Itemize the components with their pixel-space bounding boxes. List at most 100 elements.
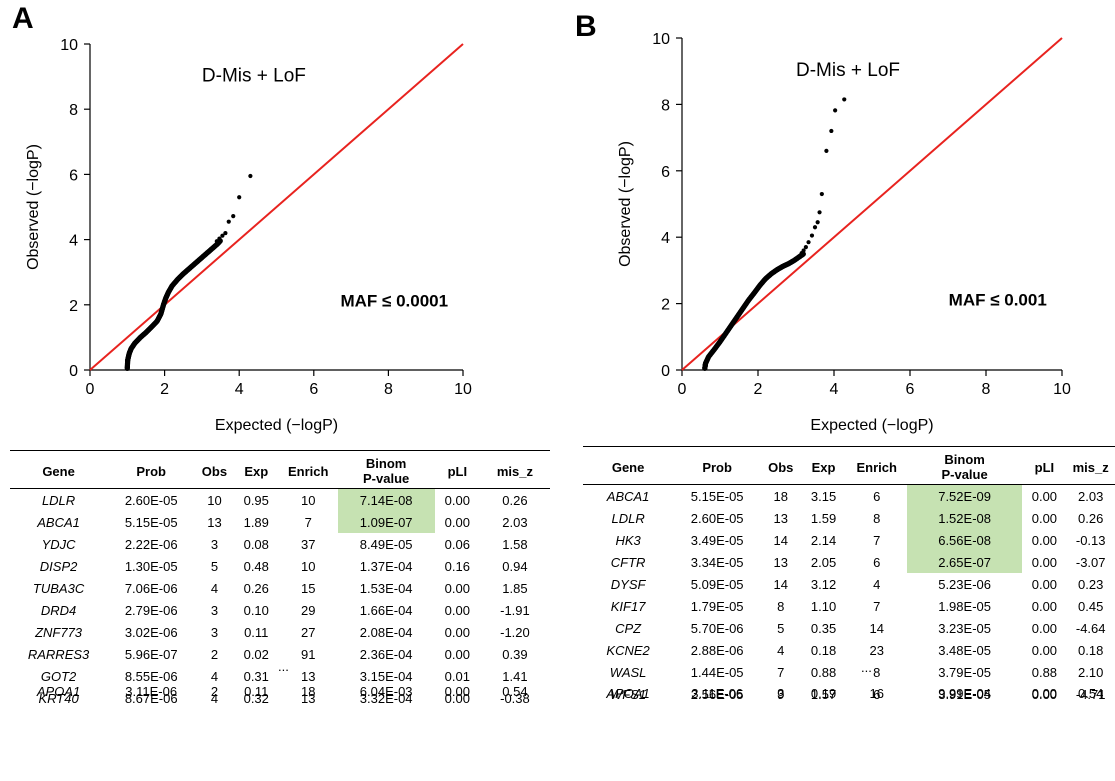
- table-cell: 27: [300, 624, 316, 640]
- table-cell: LDLR: [611, 510, 645, 526]
- table-cell: 0.00: [444, 646, 470, 662]
- qq-plot-b: 0 2 4 6 8 10 0 2 4 6 8 10 Expected (−logP) Observed (…: [617, 31, 1071, 434]
- table-cell: 1.53E-04: [359, 580, 413, 596]
- y-tick-label: 6: [661, 164, 670, 181]
- table-cell: ABCA1: [37, 514, 80, 530]
- table-cell: 2.79E-06: [124, 602, 178, 618]
- table-cell: 1.58: [502, 536, 528, 552]
- table-row: YDJC 2.22E-06 3 0.08 37 8.49E-05 0.06 1.58: [10, 533, 550, 555]
- table-cell: 5: [210, 558, 219, 574]
- table-row: TUBA3C 7.06E-06 4 0.26 15 1.53E-04 0.00 1.85: [10, 577, 550, 599]
- table-cell: 1.89: [243, 514, 269, 530]
- table-cell: 3: [210, 602, 219, 618]
- y-axis-label: Observed (−logP): [617, 141, 634, 267]
- reference-line: [681, 37, 1063, 371]
- table-cell: 1.37E-04: [359, 558, 413, 574]
- table-cell: 0.18: [810, 642, 837, 658]
- table-cell: 0.00: [1031, 598, 1058, 614]
- table-body: ABCA1 5.15E-05 18 3.15 6 7.52E-09 0.00 2.03 LDLR…: [583, 484, 1115, 706]
- table-header-cell: Prob: [136, 463, 166, 479]
- panel-label: B: [575, 10, 597, 43]
- qq-point: [220, 233, 225, 238]
- table-cell: 3: [210, 536, 219, 552]
- table-cell: APOA1: [606, 685, 650, 701]
- table-cell: CFTR: [610, 554, 646, 570]
- qq-point: [248, 173, 253, 179]
- table-cell: 5.70E-06: [690, 620, 744, 636]
- x-tick-label: 4: [235, 381, 244, 398]
- table-cell: 9: [777, 686, 785, 702]
- table-cell: -3.07: [1075, 554, 1106, 570]
- table-cell: 2.03: [1078, 488, 1104, 504]
- table-cell: 14: [869, 620, 884, 636]
- y-axis-label: Observed (−logP): [25, 144, 42, 270]
- table-cell: 4: [210, 690, 219, 706]
- table-cell: 6.56E-08: [906, 529, 1023, 551]
- table-row: DISP2 1.30E-05 5 0.48 10 1.37E-04 0.16 0.94: [10, 555, 550, 577]
- table-header-cell: Gene: [611, 459, 645, 475]
- table-cell: 1.30E-05: [124, 558, 178, 574]
- table-header-cell: Prob: [702, 459, 732, 475]
- table-cell: RARRES3: [27, 646, 90, 662]
- table-header-cell: Enrich: [856, 459, 897, 475]
- table-cell: -1.20: [500, 624, 530, 640]
- table-cell: 2.08E-04: [359, 624, 413, 640]
- table-cell: 0.32: [243, 690, 269, 706]
- table-cell: 3.23E-05: [938, 620, 991, 636]
- table-cell: 7: [873, 598, 881, 614]
- table-cell: 3.34E-05: [690, 554, 744, 570]
- table-cell: 1.09E-07: [337, 511, 435, 533]
- qq-point: [231, 214, 236, 219]
- table-cell: 5.15E-05: [690, 488, 744, 504]
- table-header-row: Gene Prob Obs Exp Enrich Binom P-value pLI mis_z: [10, 454, 550, 489]
- table-cell: 0.00: [1031, 576, 1058, 592]
- table-cell: 0.00: [1031, 510, 1058, 526]
- table-cell: 2.05: [810, 554, 837, 570]
- table-cell: 2.88E-06: [690, 642, 744, 658]
- table-cell: 0.02: [243, 646, 269, 662]
- table-cell: 2.10: [1078, 664, 1104, 680]
- table-header-cell: pLI: [447, 463, 468, 479]
- table-cell: 0.00: [1031, 488, 1058, 504]
- table-row: RARRES3 5.96E-07 2 0.02 91 2.36E-04 0.00 0.39: [10, 643, 550, 665]
- table-cell: 3: [777, 685, 785, 701]
- table-cell: 10: [300, 558, 316, 574]
- qq-point: [842, 97, 847, 102]
- table-row: ABCA1 5.15E-05 13 1.89 7 1.09E-07 0.00 2.03: [10, 511, 550, 533]
- table-header-cell: Binom P-value: [941, 452, 988, 482]
- table-row: LDLR 2.60E-05 13 1.59 8 1.52E-08 0.00 0.26: [583, 507, 1115, 529]
- table-cell: 1.44E-05: [690, 664, 744, 680]
- table-cell: -4.64: [1075, 620, 1106, 636]
- table-cell: 2.22E-06: [124, 536, 178, 552]
- table-ellipsis: ...: [278, 659, 289, 674]
- table-cell: 0.10: [243, 602, 269, 618]
- table-cell: 2: [210, 683, 219, 699]
- y-tick-label: 8: [661, 97, 670, 114]
- table-row: ABCA1 5.15E-05 18 3.15 6 7.52E-09 0.00 2.03: [583, 484, 1115, 507]
- table-row: ZNF773 3.02E-06 3 0.11 27 2.08E-04 0.00 -1.20: [10, 621, 550, 643]
- table-cell: 7.52E-09: [906, 484, 1023, 507]
- table-row: DRD4 2.79E-06 3 0.10 29 1.66E-04 0.00 -1.91: [10, 599, 550, 621]
- table-row: KRT40 8.67E-06 4 0.32 13 3.32E-04 0.00 -0.38: [10, 687, 550, 709]
- y-tick-label: 4: [661, 230, 670, 247]
- table-cell: 7: [304, 514, 312, 530]
- table-cell: 1.10: [810, 598, 837, 614]
- table-cell: 0.16: [444, 558, 470, 574]
- table-cell: ABCA1: [606, 488, 650, 504]
- table-cell: 6: [873, 488, 881, 504]
- table-cell: 0.00: [444, 602, 470, 618]
- table-cell: 0.00: [1031, 554, 1058, 570]
- table-cell: 0.54: [1078, 685, 1104, 701]
- table-cell: DYSF: [610, 576, 646, 592]
- table-cell: 6.04E-03: [359, 683, 413, 699]
- table-cell: 0.35: [810, 620, 837, 636]
- qq-point: [237, 195, 242, 200]
- table-cell: 2.65E-07: [906, 551, 1023, 573]
- table-cell: 0.00: [444, 683, 470, 699]
- table-extra-body: APOA1 3.11E-06 2 0.11 18 6.04E-03 0.00 0.54: [10, 680, 550, 702]
- table-header-cell: Obs: [201, 463, 228, 479]
- table-cell: -1.91: [500, 602, 530, 618]
- x-tick-label: 4: [830, 381, 839, 398]
- maf-label: MAF ≤ 0.001: [949, 290, 1047, 309]
- table-header-row: Gene Prob Obs Exp Enrich Binom P-value pLI mis_z: [583, 450, 1115, 485]
